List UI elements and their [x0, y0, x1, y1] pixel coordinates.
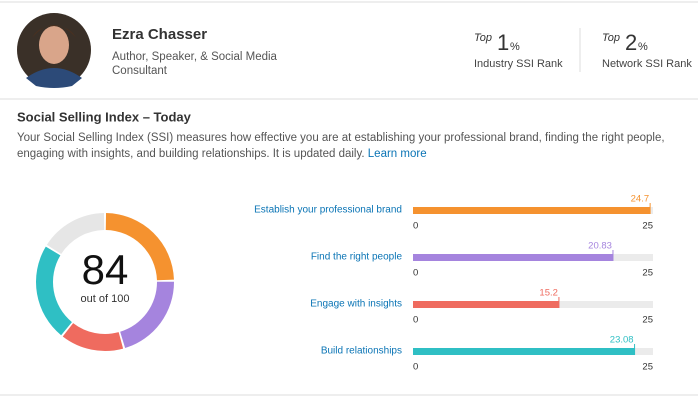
donut-segment — [36, 246, 72, 336]
bar-value-label: 24.7 — [631, 194, 650, 205]
rank-unit: % — [638, 41, 648, 53]
description-text: Your Social Selling Index (SSI) measures… — [17, 132, 665, 160]
headline-line: Consultant — [112, 65, 168, 77]
donut-remainder — [46, 213, 105, 255]
profile-name: Ezra Chasser — [112, 26, 207, 43]
section-description: Your Social Selling Index (SSI) measures… — [17, 130, 687, 162]
scale-max-label: 25 — [642, 315, 653, 326]
scale-min-label: 0 — [413, 268, 418, 279]
scale-min-label: 0 — [413, 362, 418, 373]
rank-value: 2 — [625, 30, 637, 55]
rank-prefix: Top — [602, 32, 620, 44]
bar — [413, 207, 651, 214]
bar-value-label: 20.83 — [588, 241, 612, 252]
rank-unit: % — [510, 41, 520, 53]
bar-value-label: 23.08 — [610, 335, 634, 346]
scale-max-label: 25 — [642, 268, 653, 279]
rank-prefix: Top — [474, 32, 492, 44]
scale-min-label: 0 — [413, 221, 418, 232]
headline-line: Author, Speaker, & Social Media — [112, 51, 278, 63]
profile-headline: Author, Speaker, & Social Media Consultan… — [112, 51, 278, 77]
scale-min-label: 0 — [413, 315, 418, 326]
avatar — [17, 13, 91, 88]
section-title: Social Selling Index – Today — [17, 109, 192, 124]
score-value: 84 — [82, 246, 129, 293]
donut-segment — [105, 213, 174, 281]
score-label: out of 100 — [81, 293, 130, 305]
bar-value-label: 15.2 — [539, 288, 558, 299]
donut-segment — [120, 281, 174, 349]
bar — [413, 301, 559, 308]
component-name: Establish your professional brand — [254, 205, 402, 216]
component-name: Engage with insights — [310, 299, 402, 310]
rank-value: 1 — [497, 30, 509, 55]
rank-label: Network SSI Rank — [602, 58, 692, 70]
component-name: Find the right people — [311, 252, 403, 263]
scale-max-label: 25 — [642, 221, 653, 232]
bar — [413, 254, 613, 261]
scale-max-label: 25 — [642, 362, 653, 373]
bar — [413, 348, 635, 355]
learn-more-link[interactable]: Learn more — [367, 148, 427, 160]
component-name: Build relationships — [321, 346, 402, 357]
rank-label: Industry SSI Rank — [474, 58, 563, 70]
donut-segment — [62, 323, 124, 351]
